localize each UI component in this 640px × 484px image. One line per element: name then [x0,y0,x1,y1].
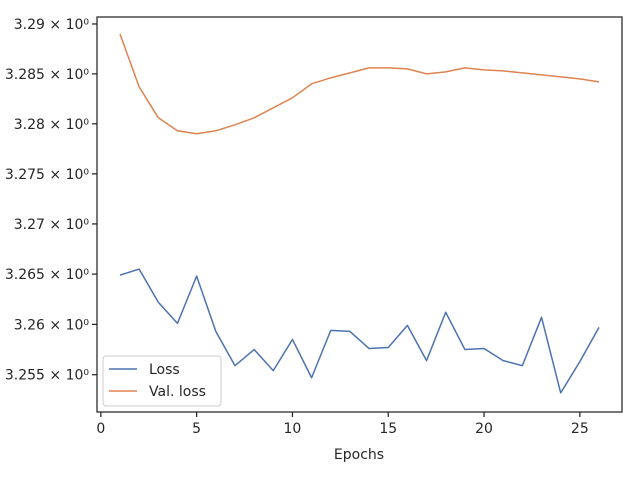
x-tick-label: 20 [475,421,493,437]
x-tick-label: 10 [284,421,302,437]
y-tick-label: 3.29 × 10⁰ [14,17,90,33]
x-tick-label: 15 [379,421,397,437]
y-tick-label: 3.26 × 10⁰ [14,317,90,333]
x-tick-label: 25 [571,421,589,437]
x-axis-label: Epochs [334,447,384,463]
y-tick-label: 3.285 × 10⁰ [5,67,90,83]
axes-layer [96,16,623,413]
y-tick-label: 3.265 × 10⁰ [5,267,90,283]
y-tick-label: 3.255 × 10⁰ [5,368,90,384]
series-line-loss [119,268,600,394]
plot-area [97,17,622,412]
y-tick-label: 3.275 × 10⁰ [5,167,90,183]
series-layer [119,33,600,394]
x-tick-label: 5 [192,421,201,437]
x-axis-ticks: 0 5 10 15 20 25 [96,412,589,437]
legend-label-val-loss: Val. loss [149,384,206,400]
y-axis-ticks: 3.255 × 10⁰ 3.26 × 10⁰ 3.265 × 10⁰ 3.27 × 1… [5,17,97,384]
y-tick-label: 3.27 × 10⁰ [14,217,90,233]
legend-label-loss: Loss [149,362,180,378]
y-tick-label: 3.28 × 10⁰ [14,117,90,133]
plot-background [97,17,622,412]
axes-frame [96,16,623,413]
series-line-val-loss [119,33,600,135]
x-tick-label: 0 [96,421,105,437]
legend: Loss Val. loss [102,355,222,407]
